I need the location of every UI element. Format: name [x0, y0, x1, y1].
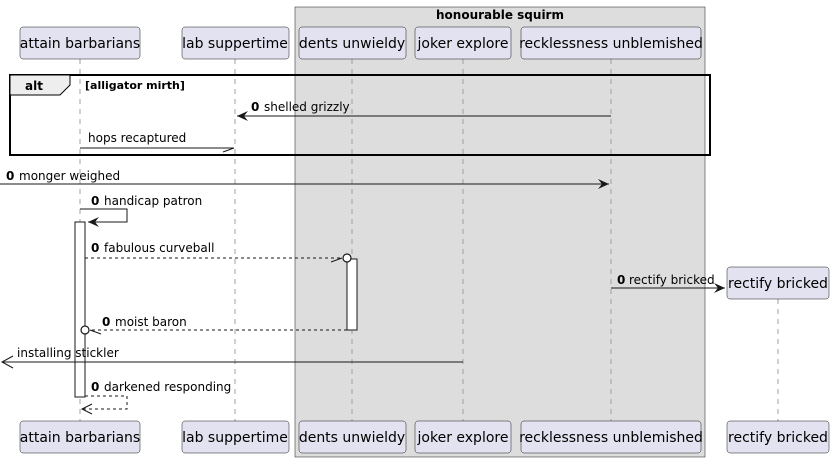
- svg-text:lab suppertime: lab suppertime: [182, 36, 288, 52]
- participant-lab-bottom[interactable]: lab suppertime: [181, 420, 290, 454]
- alt-fragment-guard: [alligator mirth]: [85, 79, 185, 92]
- svg-text:0: 0: [251, 100, 259, 114]
- activation-bars: [74, 221, 358, 398]
- message-rectify-bricked[interactable]: 0 rectify bricked: [611, 273, 725, 293]
- message-hops-recaptured[interactable]: hops recaptured: [80, 131, 235, 153]
- message-darkened-responding[interactable]: 0 darkened responding: [80, 380, 231, 415]
- participant-box-group: honourable squirm: [294, 6, 706, 458]
- svg-text:shelled grizzly: shelled grizzly: [264, 100, 350, 114]
- svg-text:darkened responding: darkened responding: [104, 380, 231, 394]
- message-fabulous-curveball[interactable]: 0 fabulous curveball: [85, 241, 352, 263]
- activation-attain: [74, 221, 86, 398]
- svg-text:0: 0: [91, 380, 99, 394]
- participant-heads-top: attain barbarians lab suppertime dents u…: [19, 26, 703, 60]
- svg-text:attain barbarians: attain barbarians: [20, 36, 140, 52]
- participant-rectify-bottom[interactable]: rectify bricked: [726, 420, 830, 454]
- svg-text:recklessness unblemished: recklessness unblemished: [519, 430, 703, 446]
- participant-attain-bottom[interactable]: attain barbarians: [19, 420, 141, 454]
- participant-reck-bottom[interactable]: recklessness unblemished: [519, 420, 703, 454]
- svg-text:moist baron: moist baron: [115, 315, 187, 329]
- svg-text:rectify bricked: rectify bricked: [728, 430, 828, 446]
- svg-text:dents unwieldy: dents unwieldy: [299, 36, 405, 52]
- svg-text:0: 0: [617, 273, 625, 287]
- svg-text:attain barbarians: attain barbarians: [20, 430, 140, 446]
- svg-text:joker explore: joker explore: [417, 430, 509, 446]
- alt-fragment-kind: alt: [25, 79, 43, 93]
- participant-rectify-created[interactable]: rectify bricked: [726, 266, 830, 300]
- participant-joker-bottom[interactable]: joker explore: [414, 420, 512, 454]
- svg-text:dents unwieldy: dents unwieldy: [299, 430, 405, 446]
- participant-lab-top[interactable]: lab suppertime: [181, 26, 290, 60]
- svg-text:recklessness unblemished: recklessness unblemished: [519, 36, 703, 52]
- svg-text:0: 0: [91, 241, 99, 255]
- activation-dents: [346, 258, 358, 331]
- svg-text:0: 0: [102, 315, 110, 329]
- participant-dents-top[interactable]: dents unwieldy: [298, 26, 407, 60]
- participant-attain-top[interactable]: attain barbarians: [19, 26, 141, 60]
- svg-text:joker explore: joker explore: [417, 36, 509, 52]
- alt-fragment: alt [alligator mirth]: [9, 74, 711, 156]
- svg-text:rectify bricked: rectify bricked: [629, 273, 715, 287]
- message-installing-stickler[interactable]: installing stickler: [0, 346, 463, 369]
- svg-text:hops recaptured: hops recaptured: [88, 131, 186, 145]
- message-monger-weighed[interactable]: 0 monger weighed: [0, 169, 609, 189]
- participant-reck-top[interactable]: recklessness unblemished: [519, 26, 703, 60]
- message-moist-baron[interactable]: 0 moist baron: [80, 315, 347, 335]
- svg-text:0: 0: [91, 194, 99, 208]
- svg-text:rectify bricked: rectify bricked: [728, 276, 828, 292]
- participant-heads-bottom: attain barbarians lab suppertime dents u…: [19, 420, 830, 454]
- svg-text:0: 0: [6, 169, 14, 183]
- svg-text:monger weighed: monger weighed: [19, 169, 120, 183]
- svg-text:handicap patron: handicap patron: [104, 194, 202, 208]
- box-title: honourable squirm: [436, 8, 564, 22]
- participant-dents-bottom[interactable]: dents unwieldy: [298, 420, 407, 454]
- svg-text:lab suppertime: lab suppertime: [182, 430, 288, 446]
- svg-text:fabulous curveball: fabulous curveball: [104, 241, 214, 255]
- svg-text:installing stickler: installing stickler: [17, 346, 119, 360]
- message-handicap-patron[interactable]: 0 handicap patron: [80, 194, 202, 227]
- message-shelled-grizzly[interactable]: 0 shelled grizzly: [237, 100, 611, 121]
- participant-joker-top[interactable]: joker explore: [414, 26, 512, 60]
